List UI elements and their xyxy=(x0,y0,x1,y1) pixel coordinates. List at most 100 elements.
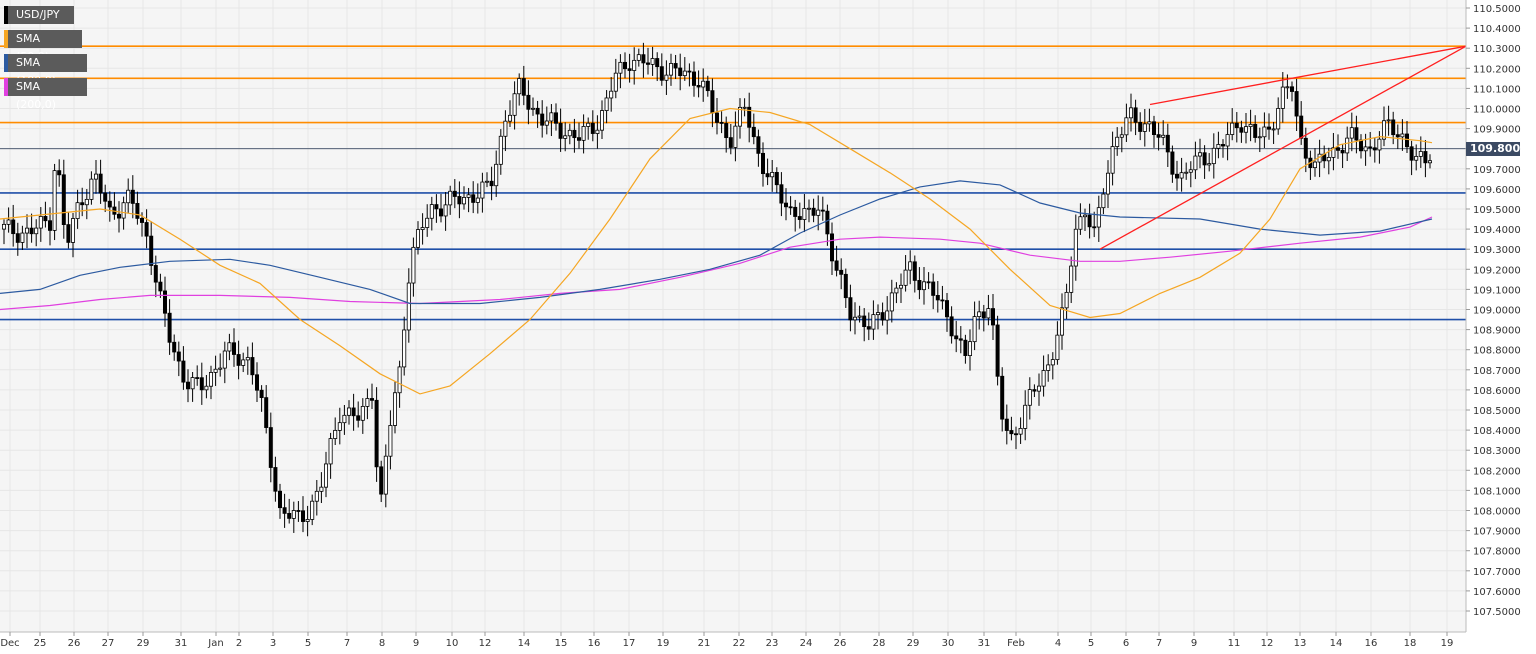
candle-body xyxy=(383,455,388,495)
legend-item-usdjpy[interactable]: USD/JPY xyxy=(4,6,74,24)
candle-body xyxy=(29,227,34,235)
candle-body xyxy=(1023,404,1028,429)
candle-body xyxy=(310,500,315,520)
candle-body xyxy=(659,66,664,81)
x-tick-label: 26 xyxy=(834,638,847,649)
candle-body xyxy=(291,510,296,519)
candle-body xyxy=(1285,86,1290,89)
y-tick-label: 107.7000 xyxy=(1473,567,1521,578)
candle-body xyxy=(623,61,628,70)
candle-body xyxy=(687,70,692,73)
candle-body xyxy=(1359,139,1364,152)
candle-body xyxy=(443,204,448,217)
candle-body xyxy=(484,180,489,183)
candle-body xyxy=(724,123,729,139)
candle-body xyxy=(705,80,710,92)
candle-body xyxy=(728,137,733,148)
candle-body xyxy=(135,203,140,219)
candle-body xyxy=(250,357,255,376)
candle-body xyxy=(158,281,163,292)
x-tick-label: 15 xyxy=(555,638,568,649)
candle-body xyxy=(1418,151,1423,157)
x-tick-label: 14 xyxy=(1330,638,1343,649)
candle-body xyxy=(1060,307,1065,336)
candle-body xyxy=(1175,173,1180,179)
vertical-grid xyxy=(9,0,1448,632)
x-tick-label: 16 xyxy=(1365,638,1378,649)
y-tick-label: 109.3000 xyxy=(1473,245,1521,256)
candle-body xyxy=(213,368,218,373)
candle-body xyxy=(48,220,53,231)
candle-body xyxy=(742,106,747,109)
candle-body xyxy=(1193,155,1198,171)
candle-body xyxy=(406,282,411,331)
candle-body xyxy=(15,233,20,243)
candle-body xyxy=(738,106,743,127)
candle-body xyxy=(130,189,135,204)
y-tick-label: 108.8000 xyxy=(1473,346,1521,357)
sma-100-line xyxy=(0,180,1433,305)
candle-body xyxy=(397,366,402,394)
candle-body xyxy=(627,68,632,71)
x-tick-label: 28 xyxy=(873,638,886,649)
candle-body xyxy=(1336,147,1341,151)
candle-body xyxy=(1262,126,1267,138)
y-tick-label: 108.0000 xyxy=(1473,507,1521,518)
candle-body xyxy=(981,311,986,319)
candle-body xyxy=(825,210,830,235)
candle-body xyxy=(1101,193,1106,209)
candle-body xyxy=(1078,216,1083,230)
candle-body xyxy=(241,359,246,366)
x-tick-label: 18 xyxy=(1404,638,1417,649)
candle-body xyxy=(765,173,770,178)
candle-body xyxy=(107,200,112,208)
candle-body xyxy=(1202,152,1207,166)
x-tick-label: 16 xyxy=(588,638,601,649)
candle-body xyxy=(1326,157,1331,162)
candle-body xyxy=(1382,120,1387,140)
candle-body xyxy=(498,135,503,165)
x-tick-label: 29 xyxy=(137,638,150,649)
candle-body xyxy=(392,392,397,426)
candle-body xyxy=(682,70,687,77)
candle-body xyxy=(448,190,453,206)
candle-body xyxy=(577,137,582,141)
candle-body xyxy=(1354,127,1359,141)
candle-body xyxy=(899,284,904,289)
candle-body xyxy=(139,218,144,223)
candle-body xyxy=(1000,375,1005,420)
legend-item-sma50[interactable]: SMA (50,0) xyxy=(4,30,82,63)
candle-body xyxy=(673,63,678,69)
y-tick-label: 108.1000 xyxy=(1473,486,1521,497)
candle-body xyxy=(438,208,443,217)
x-tick-label: 31 xyxy=(978,638,991,649)
candle-body xyxy=(664,74,669,81)
candle-body xyxy=(199,377,204,391)
candle-body xyxy=(567,129,572,137)
x-tick-label: Feb xyxy=(1007,638,1025,649)
y-tick-label: 109.5000 xyxy=(1473,205,1521,216)
x-tick-label: 23 xyxy=(766,638,779,649)
candle-body xyxy=(342,414,347,424)
candle-body xyxy=(415,229,420,248)
candle-body xyxy=(1188,169,1193,173)
candle-body xyxy=(945,300,950,318)
legend-item-sma200[interactable]: SMA (200,0) xyxy=(4,78,87,111)
candle-body xyxy=(1248,123,1253,128)
candle-body xyxy=(98,173,103,194)
x-tick-label: 29 xyxy=(907,638,920,649)
candle-body xyxy=(24,227,29,234)
candle-body xyxy=(365,398,370,407)
candle-body xyxy=(208,372,213,387)
candle-body xyxy=(204,385,209,391)
candle-body xyxy=(346,407,351,416)
x-tick-label: 10 xyxy=(446,638,459,649)
x-tick-label: Jan xyxy=(207,638,223,649)
x-tick-label: 22 xyxy=(733,638,746,649)
legend-swatch xyxy=(4,30,8,48)
candle-body xyxy=(66,224,71,243)
legend-item-sma100[interactable]: SMA (100,0) xyxy=(4,54,87,87)
y-tick-label: 109.2000 xyxy=(1473,265,1521,276)
candle-body xyxy=(641,54,646,64)
